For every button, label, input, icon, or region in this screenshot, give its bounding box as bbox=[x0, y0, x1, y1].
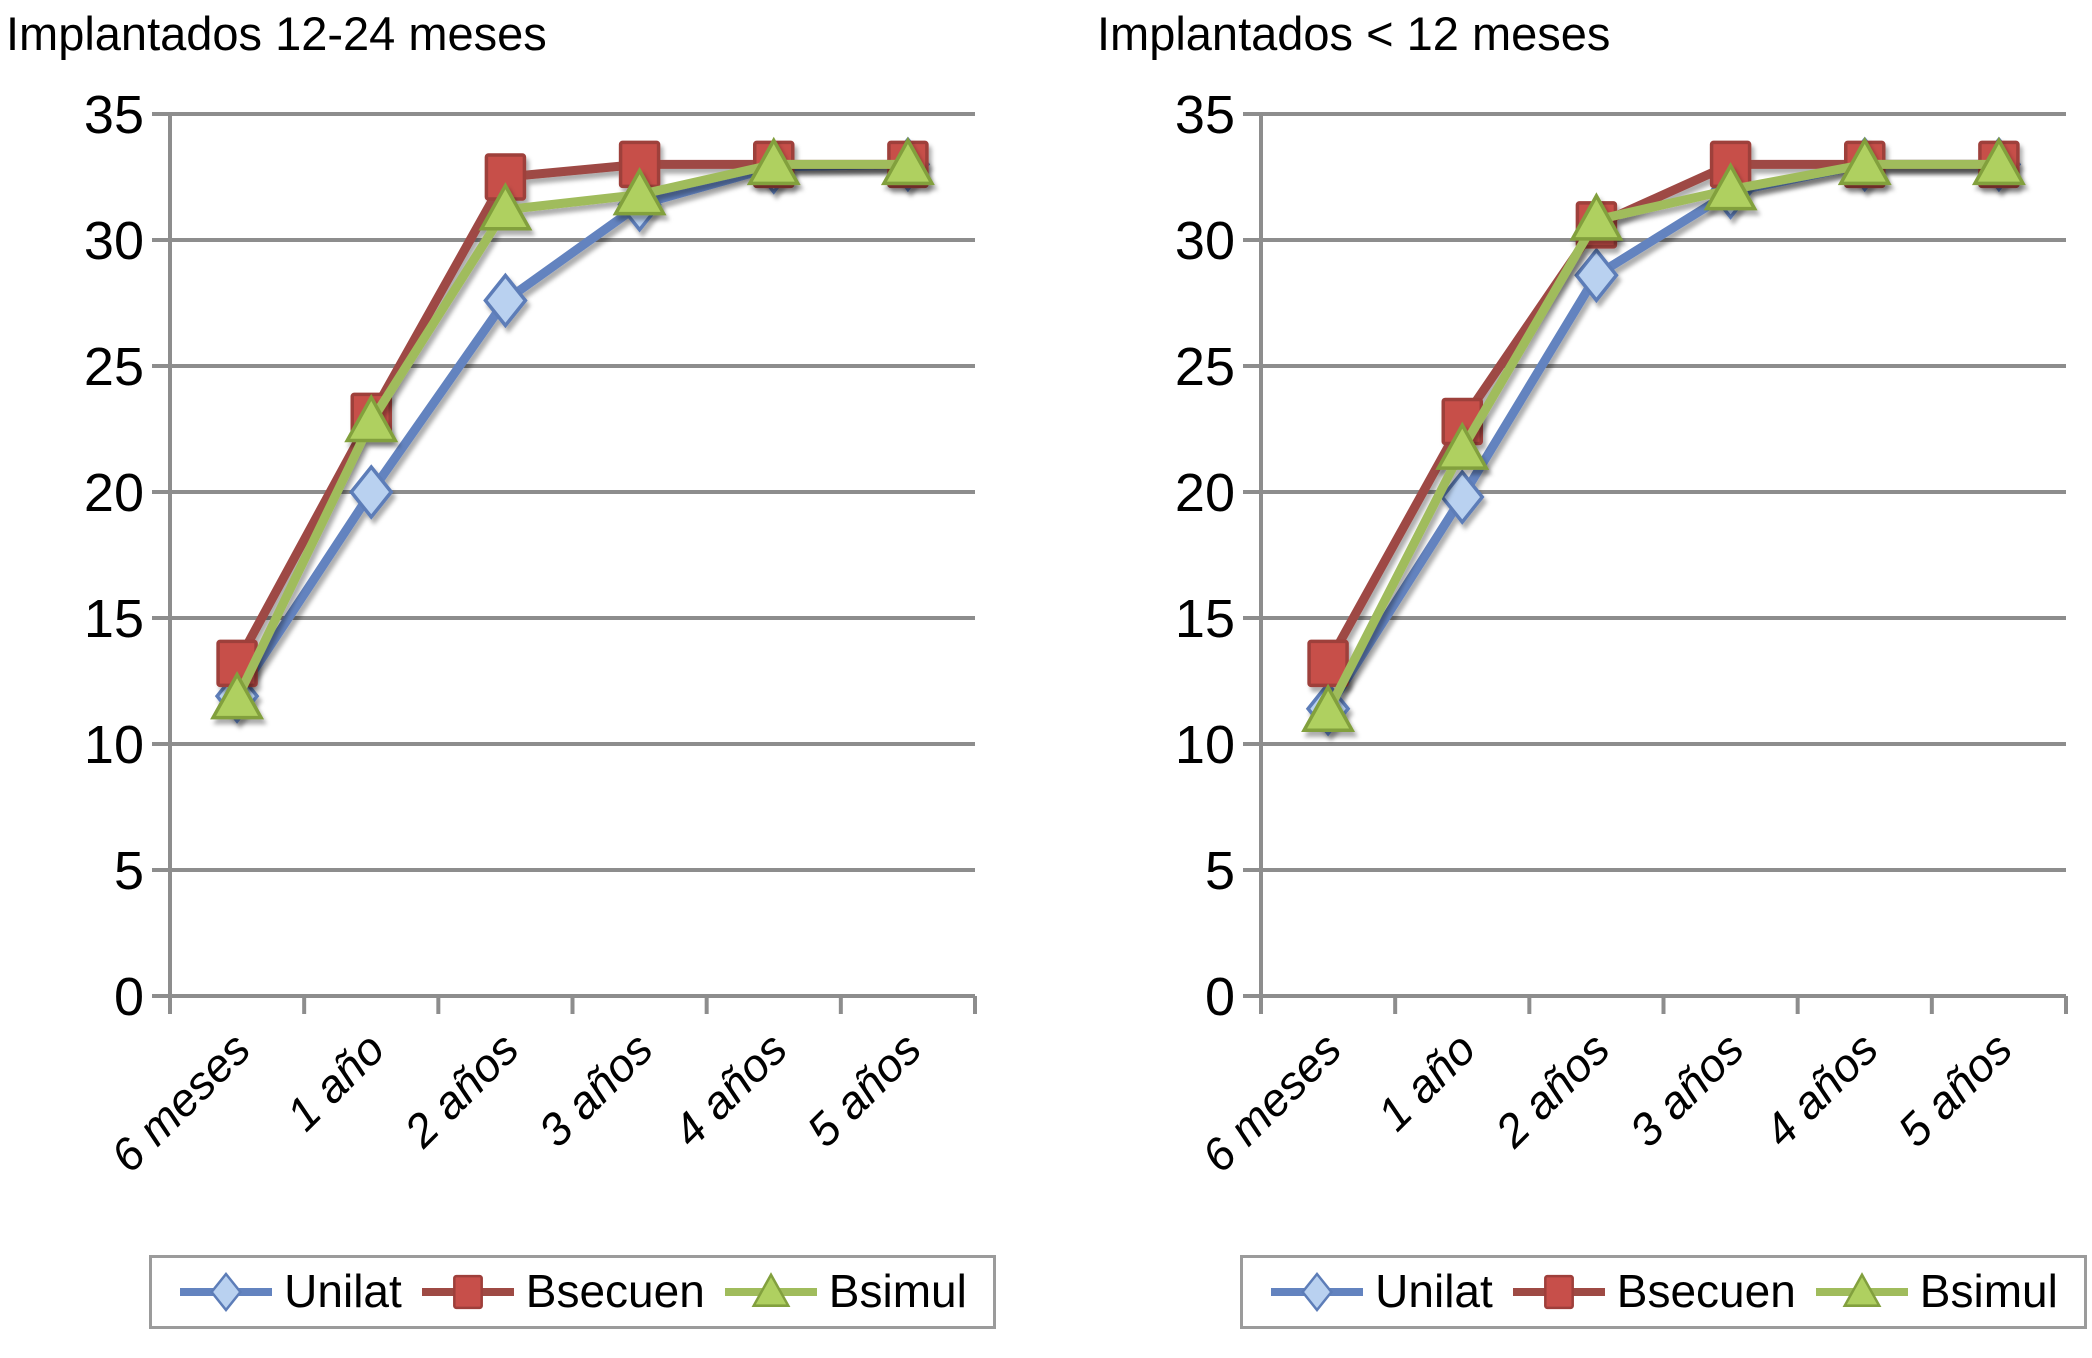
legend-item-bsecuen: Bsecuen bbox=[1511, 1266, 1796, 1318]
diamond-legend-marker bbox=[210, 1271, 243, 1312]
y-tick-label-35: 35 bbox=[1175, 85, 1235, 145]
chart-implantados-menor-12-meses: Implantados < 12 meses 0 5 10 15 20 25 30 35 6 m… bbox=[1091, 0, 2092, 1329]
series-line-bsimul bbox=[232, 159, 913, 703]
square-legend-marker-icon bbox=[421, 1274, 514, 1309]
diamond-legend-marker-icon bbox=[1271, 1271, 1364, 1312]
triangle-marker-bsimul bbox=[880, 136, 935, 185]
chart-title: Implantados 12-24 meses bbox=[6, 7, 547, 60]
legend-item-bsimul: Bsimul bbox=[1814, 1266, 2058, 1318]
legend-label-bsimul: Bsimul bbox=[828, 1265, 967, 1318]
triangle-legend-marker-icon bbox=[1815, 1271, 1908, 1307]
x-category-label-1-ano: 1 año bbox=[1367, 1022, 1485, 1140]
x-category-label-3-anos: 3 años bbox=[1619, 1022, 1753, 1156]
triangle-marker-bsimul bbox=[1435, 421, 1490, 470]
diamond-legend-marker-icon bbox=[180, 1271, 273, 1312]
y-tick-label-35: 35 bbox=[84, 85, 144, 145]
square-legend-marker bbox=[452, 1274, 483, 1309]
diamond-marker-unilat bbox=[1574, 247, 1619, 303]
legend-item-unilat: Unilat bbox=[1269, 1266, 1493, 1318]
diamond-marker-unilat bbox=[483, 272, 528, 328]
legend-area: Unilat Bsecuen Bsimul bbox=[1091, 1254, 2092, 1329]
diamond-marker-unilat bbox=[1440, 468, 1485, 525]
series-unilat bbox=[214, 136, 931, 724]
figure-container: Implantados 12-24 meses 0 5 10 15 20 25 30 35 6 … bbox=[0, 0, 2092, 1329]
square-legend-marker-icon bbox=[1512, 1274, 1605, 1309]
triangle-marker-bsimul bbox=[210, 670, 265, 720]
series-bsecuen bbox=[216, 140, 929, 687]
triangle-marker-bsimul bbox=[478, 181, 533, 231]
legend-label-bsimul: Bsimul bbox=[1919, 1265, 2058, 1318]
line-plot: 0 5 10 15 20 25 30 35 6 meses 1 año 2 años 3 años 4 … bbox=[84, 85, 977, 1182]
legend-label-unilat: Unilat bbox=[1375, 1265, 1493, 1318]
triangle-marker-bsimul bbox=[1837, 136, 1892, 185]
series-line-bsimul bbox=[1323, 159, 2004, 716]
series-unilat bbox=[1305, 136, 2022, 737]
x-category-label-1-ano: 1 año bbox=[276, 1022, 394, 1140]
series-bsimul bbox=[1301, 136, 2026, 732]
y-tick-label-30: 30 bbox=[1175, 211, 1235, 271]
x-category-label-2-anos: 2 años bbox=[1484, 1022, 1619, 1157]
x-category-label-5-anos: 5 años bbox=[1888, 1022, 2022, 1156]
x-category-label-5-anos: 5 años bbox=[797, 1022, 931, 1156]
triangle-legend-marker bbox=[751, 1271, 791, 1307]
x-category-label-4-anos: 4 años bbox=[1753, 1022, 1887, 1156]
triangle-marker-bsimul bbox=[612, 166, 667, 216]
chart-implantados-12-24-meses: Implantados 12-24 meses 0 5 10 15 20 25 30 35 6 … bbox=[0, 0, 1001, 1329]
y-tick-label-15: 15 bbox=[1175, 589, 1235, 649]
diamond-marker-unilat bbox=[349, 463, 394, 520]
y-tick-label-25: 25 bbox=[1175, 337, 1235, 397]
y-tick-label-5: 5 bbox=[1205, 841, 1235, 901]
y-tick-label-20: 20 bbox=[84, 463, 144, 523]
x-category-label-2-anos: 2 años bbox=[393, 1022, 528, 1157]
triangle-marker-bsimul bbox=[1703, 161, 1758, 211]
triangle-marker-bsimul bbox=[1971, 136, 2026, 185]
y-tick-label-5: 5 bbox=[114, 841, 144, 901]
legend-area: Unilat Bsecuen Bsimul bbox=[0, 1254, 1001, 1329]
y-tick-label-10: 10 bbox=[1175, 715, 1235, 775]
x-category-label-4-anos: 4 años bbox=[662, 1022, 796, 1156]
line-plot: 0 5 10 15 20 25 30 35 6 meses 1 año 2 años 3 años 4 … bbox=[1175, 85, 2068, 1182]
y-tick-label-30: 30 bbox=[84, 211, 144, 271]
series-bsecuen bbox=[1307, 140, 2020, 687]
y-tick-label-0: 0 bbox=[114, 967, 144, 1027]
legend-item-unilat: Unilat bbox=[178, 1266, 402, 1318]
legend-label-bsecuen: Bsecuen bbox=[1616, 1265, 1796, 1318]
y-tick-label-20: 20 bbox=[1175, 463, 1235, 523]
legend-box: Unilat Bsecuen Bsimul bbox=[149, 1254, 996, 1329]
triangle-marker-bsimul bbox=[1301, 683, 1356, 732]
diamond-legend-marker bbox=[1301, 1271, 1334, 1312]
legend-label-unilat: Unilat bbox=[284, 1265, 402, 1318]
y-tick-label-0: 0 bbox=[1205, 967, 1235, 1027]
triangle-marker-bsimul bbox=[746, 136, 801, 185]
y-tick-label-15: 15 bbox=[84, 589, 144, 649]
chart-title: Implantados < 12 meses bbox=[1097, 7, 1611, 60]
x-category-label-6-meses: 6 meses bbox=[100, 1022, 260, 1182]
series-line-unilat bbox=[1323, 159, 2004, 713]
triangle-legend-marker bbox=[1842, 1271, 1882, 1307]
x-category-label-3-anos: 3 años bbox=[528, 1022, 662, 1156]
triangle-marker-bsimul bbox=[344, 393, 399, 442]
legend-box: Unilat Bsecuen Bsimul bbox=[1240, 1254, 2087, 1329]
triangle-marker-bsimul bbox=[1569, 191, 1624, 241]
legend-item-bsimul: Bsimul bbox=[723, 1266, 967, 1318]
square-legend-marker bbox=[1543, 1274, 1574, 1309]
series-bsimul bbox=[210, 136, 935, 720]
legend-item-bsecuen: Bsecuen bbox=[420, 1266, 705, 1318]
legend-label-bsecuen: Bsecuen bbox=[525, 1265, 705, 1318]
x-category-label-6-meses: 6 meses bbox=[1191, 1022, 1351, 1182]
y-tick-label-10: 10 bbox=[84, 715, 144, 775]
y-tick-label-25: 25 bbox=[84, 337, 144, 397]
triangle-legend-marker-icon bbox=[724, 1271, 817, 1307]
